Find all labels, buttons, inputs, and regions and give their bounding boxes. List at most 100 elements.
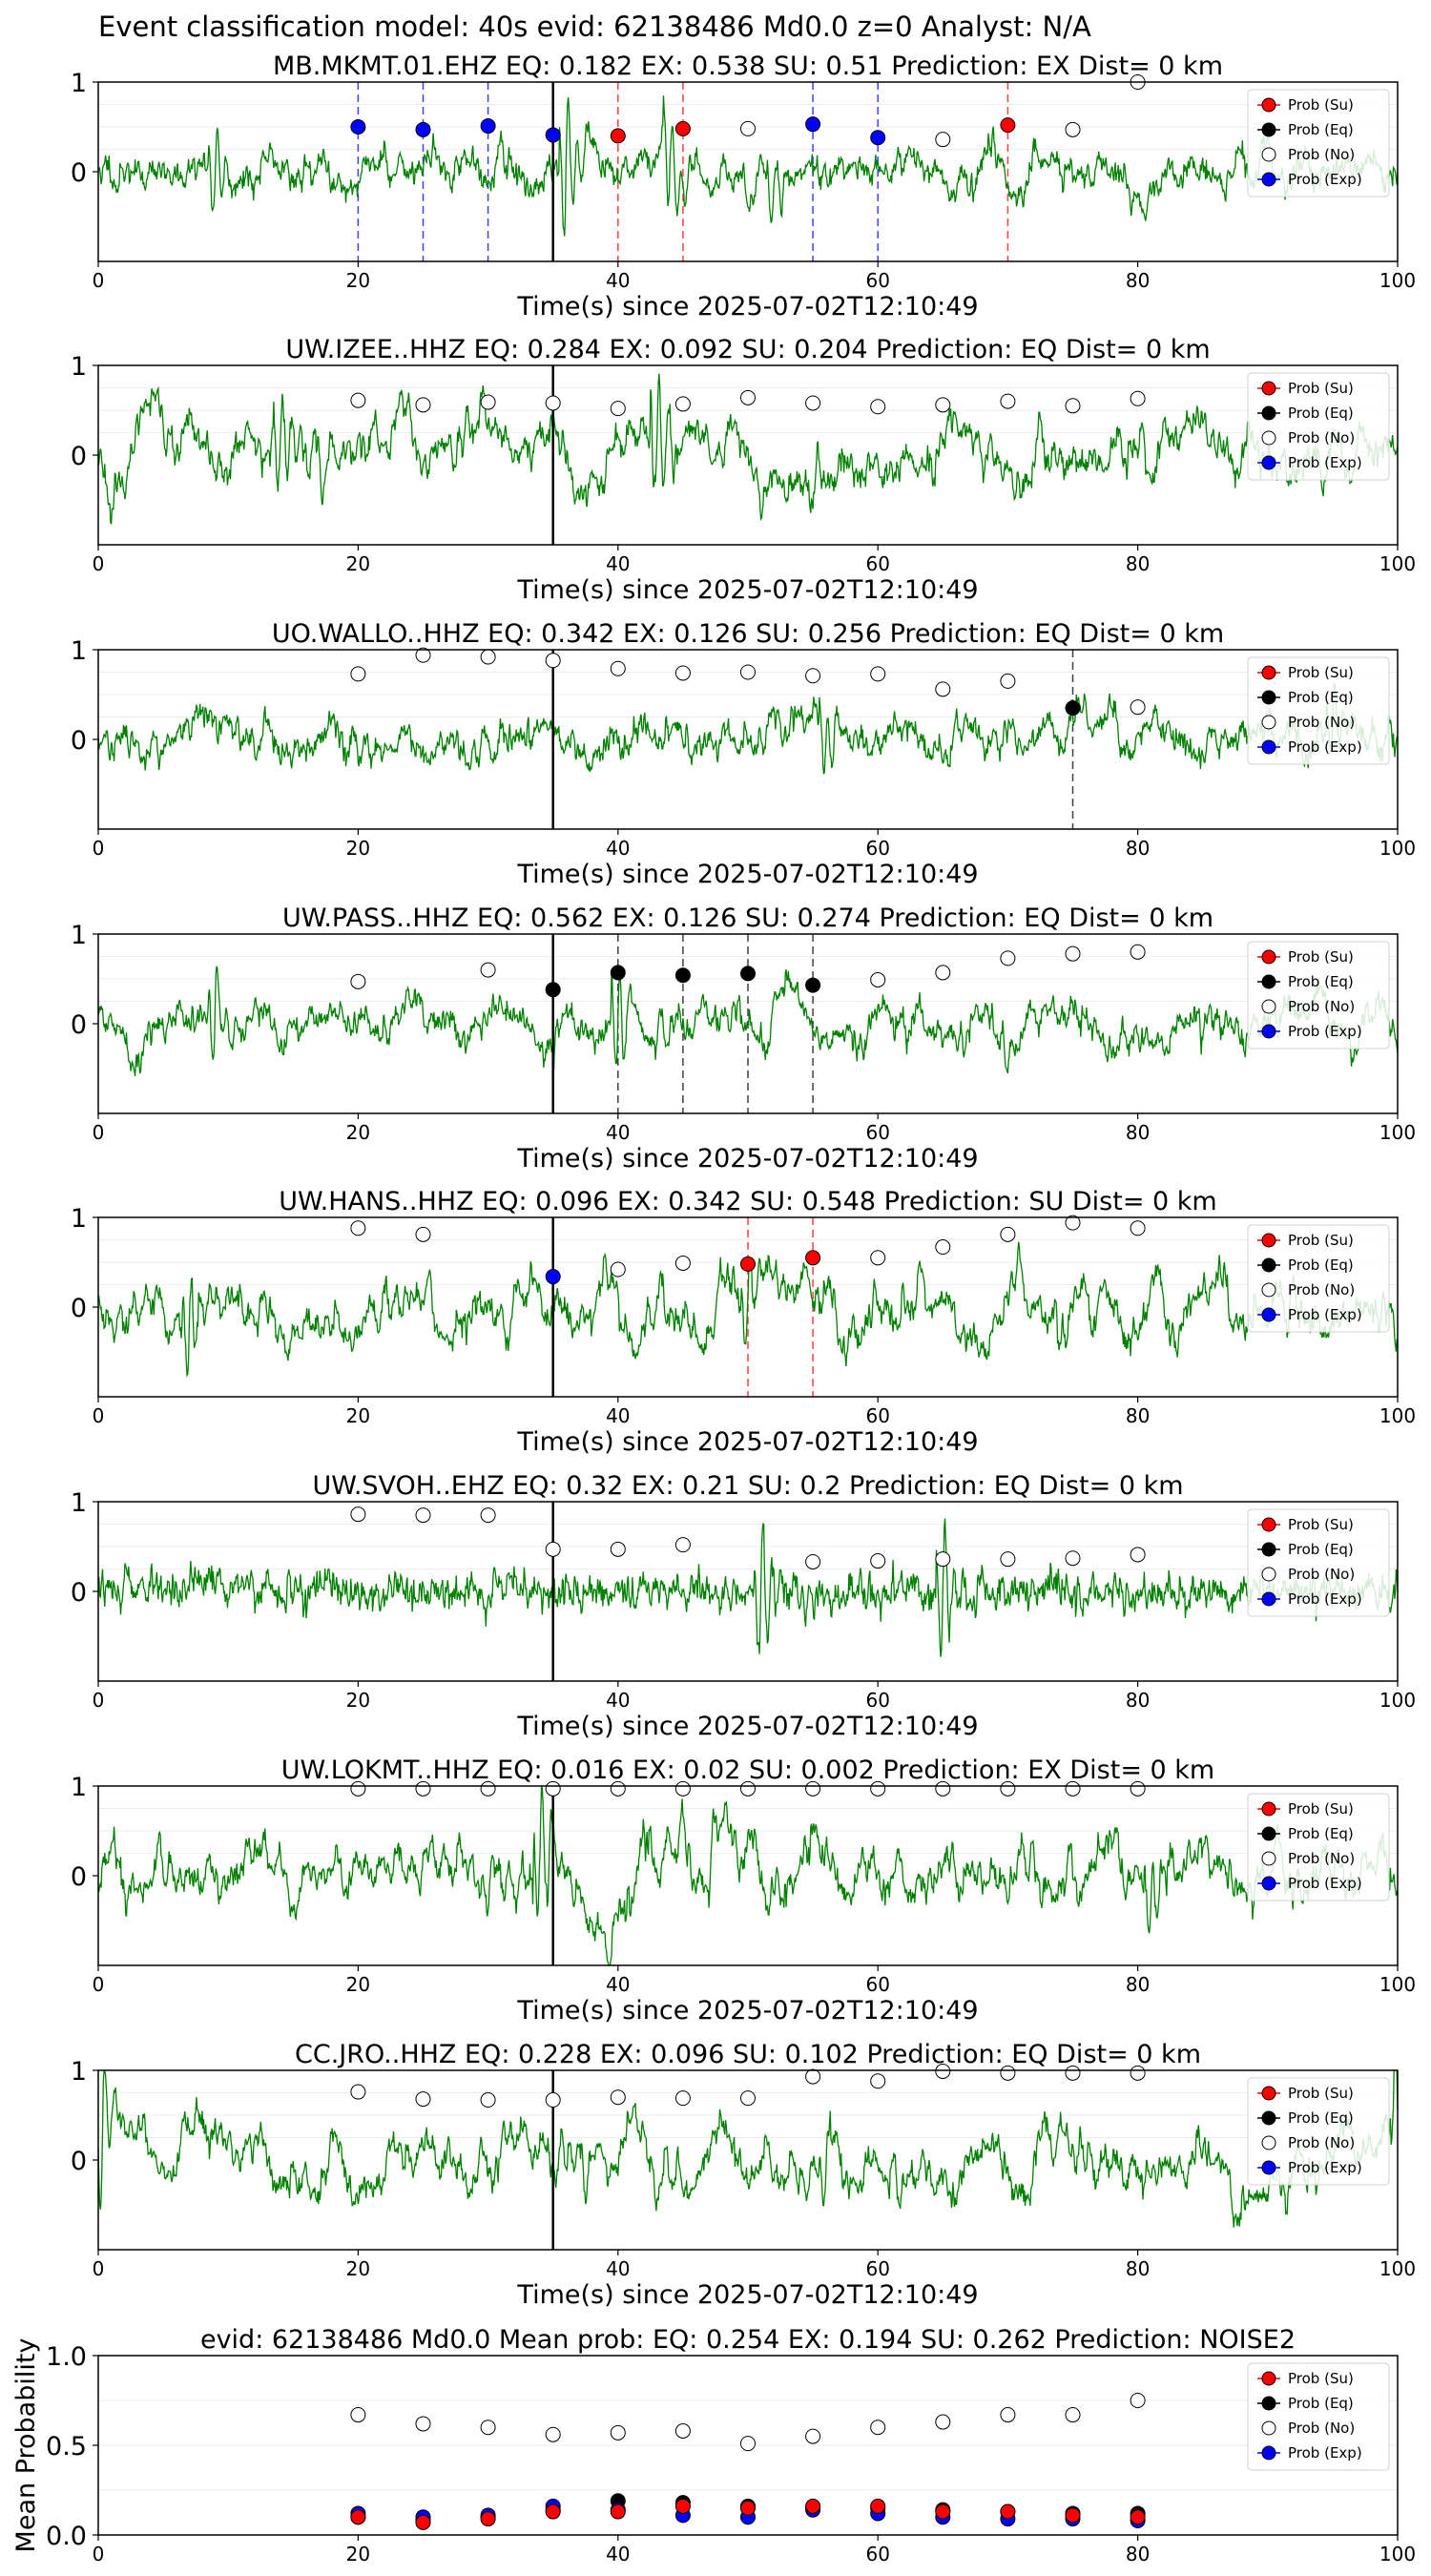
legend-marker-exp xyxy=(1261,739,1276,755)
legend-marker-no xyxy=(1261,147,1276,162)
x-tick-label: 60 xyxy=(865,552,889,575)
prob-point-no xyxy=(935,397,951,413)
prob-point-eq xyxy=(674,967,691,984)
legend-marker-eq xyxy=(1261,1826,1276,1841)
prob-point-no xyxy=(545,1541,561,1557)
x-tick-label: 20 xyxy=(346,2543,370,2566)
x-axis-label: Time(s) since 2025-07-02T12:10:49 xyxy=(516,860,978,889)
prob-point-no xyxy=(1065,1780,1081,1797)
mean-point-su xyxy=(545,2503,561,2520)
waveform-trace xyxy=(97,1518,1399,1657)
legend-label-exp: Prob (Exp) xyxy=(1288,1023,1362,1040)
mean-point-su xyxy=(935,2503,951,2520)
mean-point-su xyxy=(1000,2503,1016,2520)
legend-box xyxy=(1247,2077,1390,2186)
prob-point-no xyxy=(1000,673,1016,689)
prob-point-no xyxy=(935,965,951,981)
legend-marker-no xyxy=(1261,430,1276,446)
waveform-trace xyxy=(97,681,1399,775)
station-panel-7: UW.LOKMT..HHZ EQ: 0.016 EX: 0.02 SU: 0.0… xyxy=(71,1755,1416,2025)
y-tick-label: 1 xyxy=(71,1773,87,1802)
legend-label-no: Prob (No) xyxy=(1288,2420,1355,2437)
legend-marker-su xyxy=(1261,381,1276,396)
station-panel-3: UO.WALLO..HHZ EQ: 0.342 EX: 0.126 SU: 0.… xyxy=(71,619,1416,889)
legend-label-su: Prob (Su) xyxy=(1288,1800,1354,1818)
legend-label-su: Prob (Su) xyxy=(1288,948,1354,966)
legend-marker-eq xyxy=(1261,1542,1276,1557)
mean-point-su xyxy=(805,2498,821,2514)
legend-marker-exp xyxy=(1261,172,1276,187)
legend-label-no: Prob (No) xyxy=(1288,1850,1355,1867)
x-axis-label: Time(s) since 2025-07-02T12:10:49 xyxy=(516,1712,978,1741)
x-tick-label: 20 xyxy=(346,2257,370,2280)
legend-box xyxy=(1247,2362,1390,2471)
legend-label-no: Prob (No) xyxy=(1288,2134,1355,2151)
prob-point-no xyxy=(1000,1780,1016,1797)
waveform-trace xyxy=(97,95,1399,237)
prob-point-no xyxy=(870,399,886,415)
mean-point-no xyxy=(415,2416,431,2432)
x-tick-label: 80 xyxy=(1126,1689,1150,1712)
prob-point-no xyxy=(350,666,366,682)
prob-point-no xyxy=(805,395,821,411)
legend-marker-eq xyxy=(1261,1257,1276,1273)
prob-point-su xyxy=(610,128,626,144)
prob-point-no xyxy=(740,2090,756,2107)
prob-point-no xyxy=(935,681,951,697)
prob-point-no xyxy=(740,664,756,680)
prob-point-no xyxy=(610,1261,626,1278)
mean-probability-panel: evid: 62138486 Md0.0 Mean prob: EQ: 0.25… xyxy=(11,2325,1416,2566)
legend-label-eq: Prob (Eq) xyxy=(1288,121,1354,138)
legend-marker-su xyxy=(1261,1517,1276,1532)
y-axis-label: Mean Probability xyxy=(11,2338,41,2553)
legend-label-eq: Prob (Eq) xyxy=(1288,2395,1354,2412)
prob-point-no xyxy=(480,649,496,665)
x-tick-label: 100 xyxy=(1379,2543,1416,2566)
legend-label-exp: Prob (Exp) xyxy=(1288,1875,1362,1892)
prob-point-no xyxy=(935,1239,951,1256)
x-tick-label: 20 xyxy=(346,1689,370,1712)
legend-label-exp: Prob (Exp) xyxy=(1288,454,1362,471)
legend-label-exp: Prob (Exp) xyxy=(1288,738,1362,756)
x-tick-label: 40 xyxy=(606,1973,630,1996)
legend-label-eq: Prob (Eq) xyxy=(1288,1257,1354,1274)
prob-point-no xyxy=(610,1541,626,1557)
x-tick-label: 40 xyxy=(606,552,630,575)
x-axis-label: Time(s) since 2025-07-02T12:10:49 xyxy=(516,2280,978,2310)
prob-point-no xyxy=(870,1250,886,1266)
legend-marker-eq xyxy=(1261,974,1276,989)
prob-point-eq xyxy=(610,965,626,981)
x-tick-label: 60 xyxy=(865,1689,889,1712)
y-tick-label: 1 xyxy=(71,69,87,98)
station-panel-2: UW.IZEE..HHZ EQ: 0.284 EX: 0.092 SU: 0.2… xyxy=(71,335,1416,605)
legend-marker-exp xyxy=(1261,1307,1276,1322)
prob-point-no xyxy=(1130,390,1146,406)
legend-marker-no xyxy=(1261,999,1276,1014)
legend-marker-exp xyxy=(1261,2445,1276,2461)
legend-label-no: Prob (No) xyxy=(1288,1566,1355,1583)
legend-label-eq: Prob (Eq) xyxy=(1288,1825,1354,1842)
x-tick-label: 60 xyxy=(865,1121,889,1144)
x-tick-label: 0 xyxy=(93,1404,105,1427)
y-tick-label: 0 xyxy=(71,2147,87,2176)
mean-point-su xyxy=(415,2514,431,2530)
legend-box xyxy=(1247,1793,1390,1901)
legend-label-su: Prob (Su) xyxy=(1288,96,1354,114)
y-tick-label: 0 xyxy=(71,442,87,471)
prob-point-no xyxy=(415,2091,431,2108)
prob-point-no xyxy=(674,665,691,681)
prob-point-no xyxy=(1000,1226,1016,1242)
mean-point-su xyxy=(740,2500,756,2516)
panel-title: UW.SVOH..EHZ EQ: 0.32 EX: 0.21 SU: 0.2 P… xyxy=(312,1471,1183,1501)
prob-point-no xyxy=(480,1780,496,1797)
legend-marker-no xyxy=(1261,1567,1276,1582)
prob-point-no xyxy=(870,1553,886,1569)
x-tick-label: 100 xyxy=(1379,2257,1416,2280)
x-tick-label: 20 xyxy=(346,1973,370,1996)
prob-point-no xyxy=(415,397,431,413)
prob-point-no xyxy=(415,1780,431,1797)
prob-point-no xyxy=(1000,1551,1016,1568)
legend-marker-no xyxy=(1261,2420,1276,2436)
legend-label-su: Prob (Su) xyxy=(1288,664,1354,681)
